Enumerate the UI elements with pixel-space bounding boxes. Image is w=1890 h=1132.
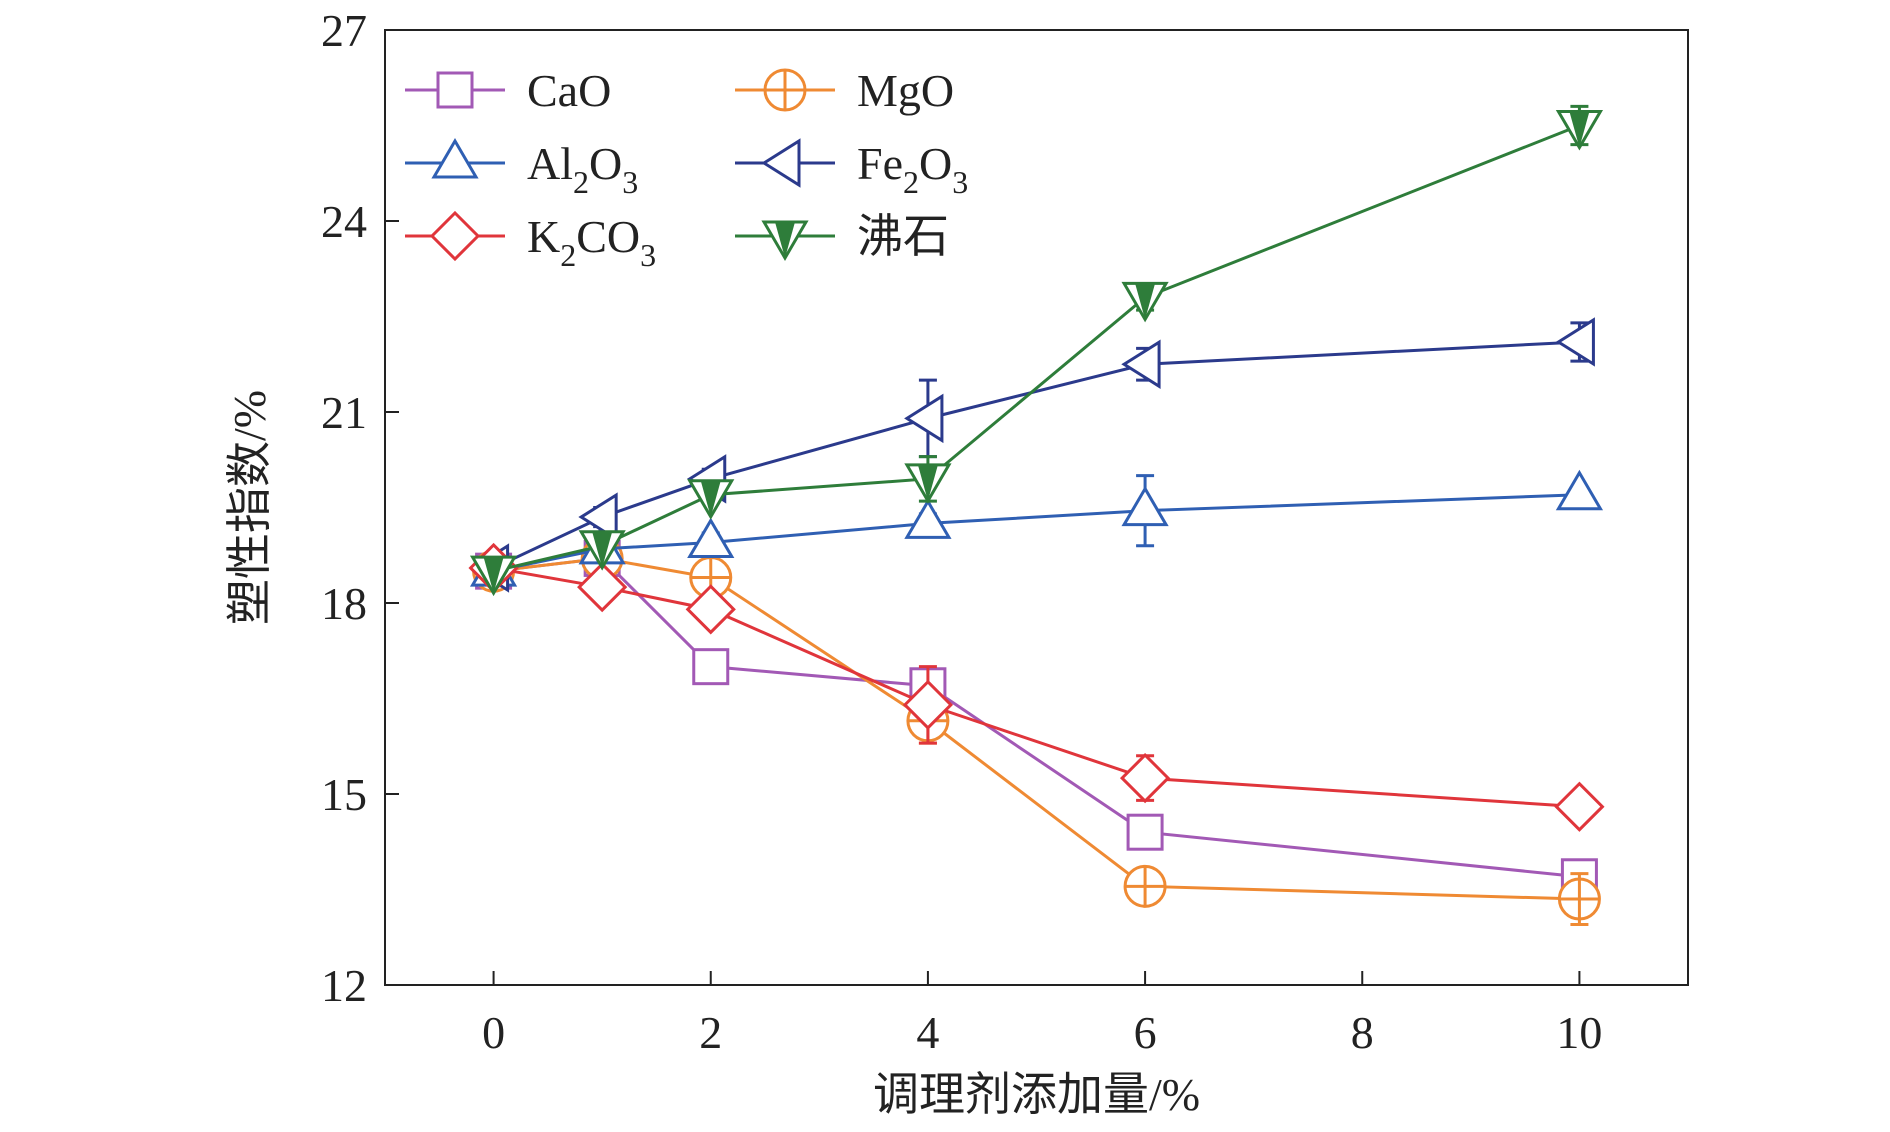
series-line: [493, 566, 1580, 809]
data-point: [1554, 781, 1605, 832]
legend-marker: [761, 220, 809, 261]
x-tick-label: 6: [1134, 1007, 1157, 1058]
legend-label: MgO: [857, 65, 954, 116]
legend: CaO MgO Al2O3 Fe2O3 K2CO3 沸石: [405, 65, 968, 273]
data-point: [692, 648, 730, 686]
x-tick-label: 10: [1556, 1007, 1602, 1058]
legend-label: Al2O3: [527, 138, 638, 200]
x-tick-label: 8: [1351, 1007, 1374, 1058]
legend-item: 沸石: [735, 211, 949, 262]
data-point: [1126, 813, 1164, 851]
series-5: [469, 104, 1604, 597]
data-point: [578, 530, 626, 571]
data-point: [1121, 339, 1161, 389]
data-point: [577, 561, 628, 613]
data-point: [578, 492, 618, 542]
data-point: [904, 498, 952, 539]
data-point: [687, 517, 735, 559]
legend-item: MgO: [735, 65, 954, 116]
y-tick-label: 27: [321, 5, 367, 56]
series-2: [469, 469, 1604, 587]
legend-marker: [429, 210, 481, 262]
data-point: [1557, 877, 1601, 921]
data-point: [904, 463, 952, 504]
x-axis-label: 调理剂添加量/%: [873, 1069, 1200, 1120]
legend-label: K2CO3: [527, 211, 656, 273]
data-point: [1121, 485, 1169, 527]
data-point: [685, 584, 736, 635]
legend-label: Fe2O3: [857, 138, 968, 200]
y-tick-label: 24: [321, 196, 367, 247]
x-tick-label: 0: [482, 1007, 505, 1058]
legend-marker: [436, 71, 474, 109]
y-tick-label: 15: [321, 769, 367, 820]
legend-label: CaO: [527, 65, 611, 116]
legend-item: Fe2O3: [735, 138, 968, 200]
plot-area: [468, 104, 1605, 927]
x-tick-label: 4: [916, 1007, 939, 1058]
data-point: [1121, 281, 1169, 323]
series-line: [493, 556, 1580, 879]
y-axis-label: 塑性指数/%: [224, 390, 275, 625]
y-tick-label: 18: [321, 578, 367, 629]
data-point: [1555, 317, 1595, 367]
data-point: [1123, 864, 1167, 908]
series-3: [469, 317, 1595, 593]
y-tick-label: 21: [321, 387, 367, 438]
legend-item: K2CO3: [405, 210, 656, 273]
series-line: [492, 340, 1580, 570]
legend-marker: [431, 138, 479, 179]
series-line: [493, 493, 1580, 573]
legend-marker: [761, 138, 801, 188]
data-point: [902, 679, 954, 730]
legend-label: 沸石: [857, 211, 949, 262]
data-point: [1555, 469, 1604, 511]
x-tick-label: 2: [699, 1007, 722, 1058]
data-point: [1555, 110, 1604, 151]
data-point: [904, 393, 944, 444]
data-point: [687, 479, 735, 520]
plot-frame: [384, 29, 1689, 986]
legend-marker: [763, 68, 807, 112]
series-line: [493, 124, 1580, 573]
series-4: [468, 542, 1605, 832]
data-point: [469, 555, 518, 597]
data-point: [1119, 752, 1171, 804]
legend-item: CaO: [405, 65, 611, 116]
y-tick-label: 12: [321, 960, 367, 1011]
legend-item: Al2O3: [405, 138, 638, 200]
series-line: [493, 556, 1580, 901]
